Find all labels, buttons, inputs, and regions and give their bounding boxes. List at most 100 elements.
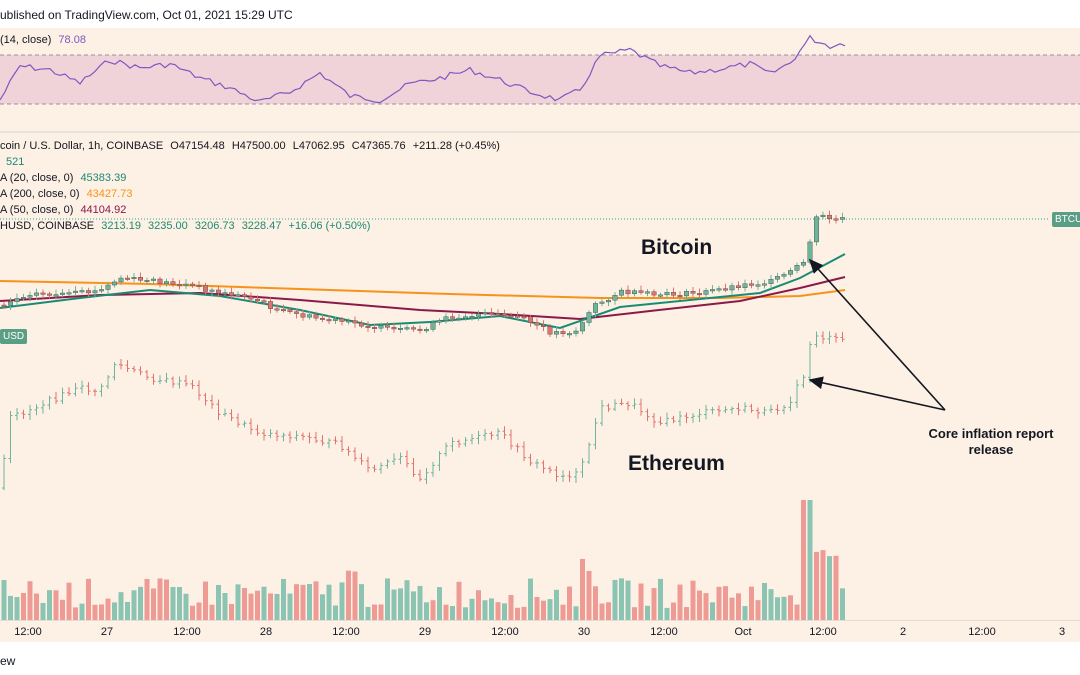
volume-bar (365, 606, 371, 620)
btc-candle (372, 327, 377, 330)
btc-candle (339, 318, 345, 322)
btc-candle (463, 316, 468, 319)
volume-bar (216, 584, 221, 620)
volume-bar (47, 590, 52, 620)
ethereum-annotation: Ethereum (628, 452, 725, 475)
pane-divider[interactable] (0, 131, 1080, 133)
btc-candle (190, 283, 195, 286)
volume-bar (99, 604, 104, 620)
btc-candle (638, 290, 644, 293)
volume-bar (190, 605, 195, 620)
volume-bar (723, 586, 728, 620)
volume-bar (222, 593, 228, 620)
btc-candle (593, 303, 598, 313)
volume-bar (736, 593, 741, 620)
btc-candle (313, 314, 319, 319)
rsi-pane[interactable] (0, 28, 1080, 131)
volume-bar (385, 578, 390, 620)
btc-candle (775, 276, 780, 280)
volume-bar (346, 570, 351, 620)
footer-brand: ew (0, 654, 16, 668)
time-tick: 12:00 (332, 626, 360, 638)
btc-candle (274, 308, 280, 311)
volume-bar (8, 595, 13, 620)
btc-candle (287, 309, 293, 312)
volume-bar (404, 580, 410, 620)
volume-bar (209, 604, 215, 620)
btc-candle (658, 294, 663, 297)
low-label: L (292, 140, 299, 152)
time-tick: 12:00 (14, 626, 42, 638)
volume-bar (651, 588, 657, 620)
volume-bar (580, 558, 585, 620)
btc-candle (177, 284, 182, 287)
btc-candle (768, 279, 774, 284)
btc-candle (567, 333, 572, 336)
btc-candle (437, 320, 442, 323)
time-tick: 12:00 (650, 626, 678, 638)
btc-candle (723, 288, 728, 291)
btc-candle (378, 325, 384, 329)
volume-bar (515, 607, 520, 620)
volume-bar (820, 550, 826, 620)
btc-candle (203, 285, 208, 292)
core-inflation-line1: Core inflation report (928, 426, 1054, 441)
btc-candle (801, 261, 806, 266)
volume-bar (378, 604, 384, 620)
volume-bar (53, 590, 59, 620)
volume-bar (1, 579, 7, 620)
btc-candle (34, 292, 39, 296)
volume-value: 521 (6, 156, 25, 168)
btc-candle (326, 319, 332, 322)
btc-candle (560, 331, 566, 335)
btc-candle (105, 284, 111, 290)
volume-bar (125, 601, 130, 620)
rsi-chart (0, 34, 1080, 105)
time-tick: 27 (100, 626, 114, 638)
btc-candle (612, 295, 618, 301)
btc-candle (73, 290, 78, 293)
main-chart-pane[interactable] (0, 133, 1080, 620)
btc-candle (281, 309, 286, 312)
btc-candle (352, 320, 358, 324)
eth-low: 3206.73 (194, 220, 235, 232)
volume-bar (606, 602, 611, 620)
btc-candle (138, 277, 143, 281)
btc-candle (606, 300, 611, 303)
close-value: 47365.76 (359, 140, 406, 152)
volume-bar (391, 589, 397, 620)
btc-candle (112, 281, 117, 286)
btc-candle (625, 289, 631, 295)
volume-bar (749, 586, 754, 620)
ma50-value: 44104.92 (80, 204, 127, 216)
time-tick: 2 (899, 626, 907, 638)
btc-candle (827, 214, 832, 219)
btc-candle (586, 312, 592, 323)
volume-bar (489, 598, 494, 620)
volume-bar (482, 600, 488, 620)
rsi-label: (14, close) (0, 34, 52, 46)
volume-bar (833, 555, 839, 620)
volume-bar (684, 607, 689, 620)
bitcoin-annotation: Bitcoin (641, 236, 713, 259)
btc-candle (417, 328, 423, 331)
volume-bar (411, 591, 416, 620)
volume-bar (131, 590, 137, 620)
volume-bar (203, 581, 208, 620)
ma200-line (0, 280, 846, 299)
btc-candle (534, 322, 540, 326)
volume-bar (534, 596, 540, 620)
volume-bar (118, 592, 124, 620)
core-inflation-annotation: Core inflation report release (908, 426, 1074, 458)
volume-bar (112, 602, 117, 620)
time-tick: 29 (418, 626, 432, 638)
btc-candle (424, 329, 429, 332)
close-label: C (351, 140, 360, 152)
btc-candle (794, 264, 800, 271)
volume-bar (495, 602, 501, 620)
volume-bar (645, 605, 650, 620)
volume-bar (697, 590, 702, 620)
rsi-value: 78.08 (58, 34, 86, 46)
btc-candle (255, 298, 260, 301)
time-axis[interactable]: 12:00 27 12:00 28 12:00 29 12:00 30 12:0… (0, 620, 1080, 643)
